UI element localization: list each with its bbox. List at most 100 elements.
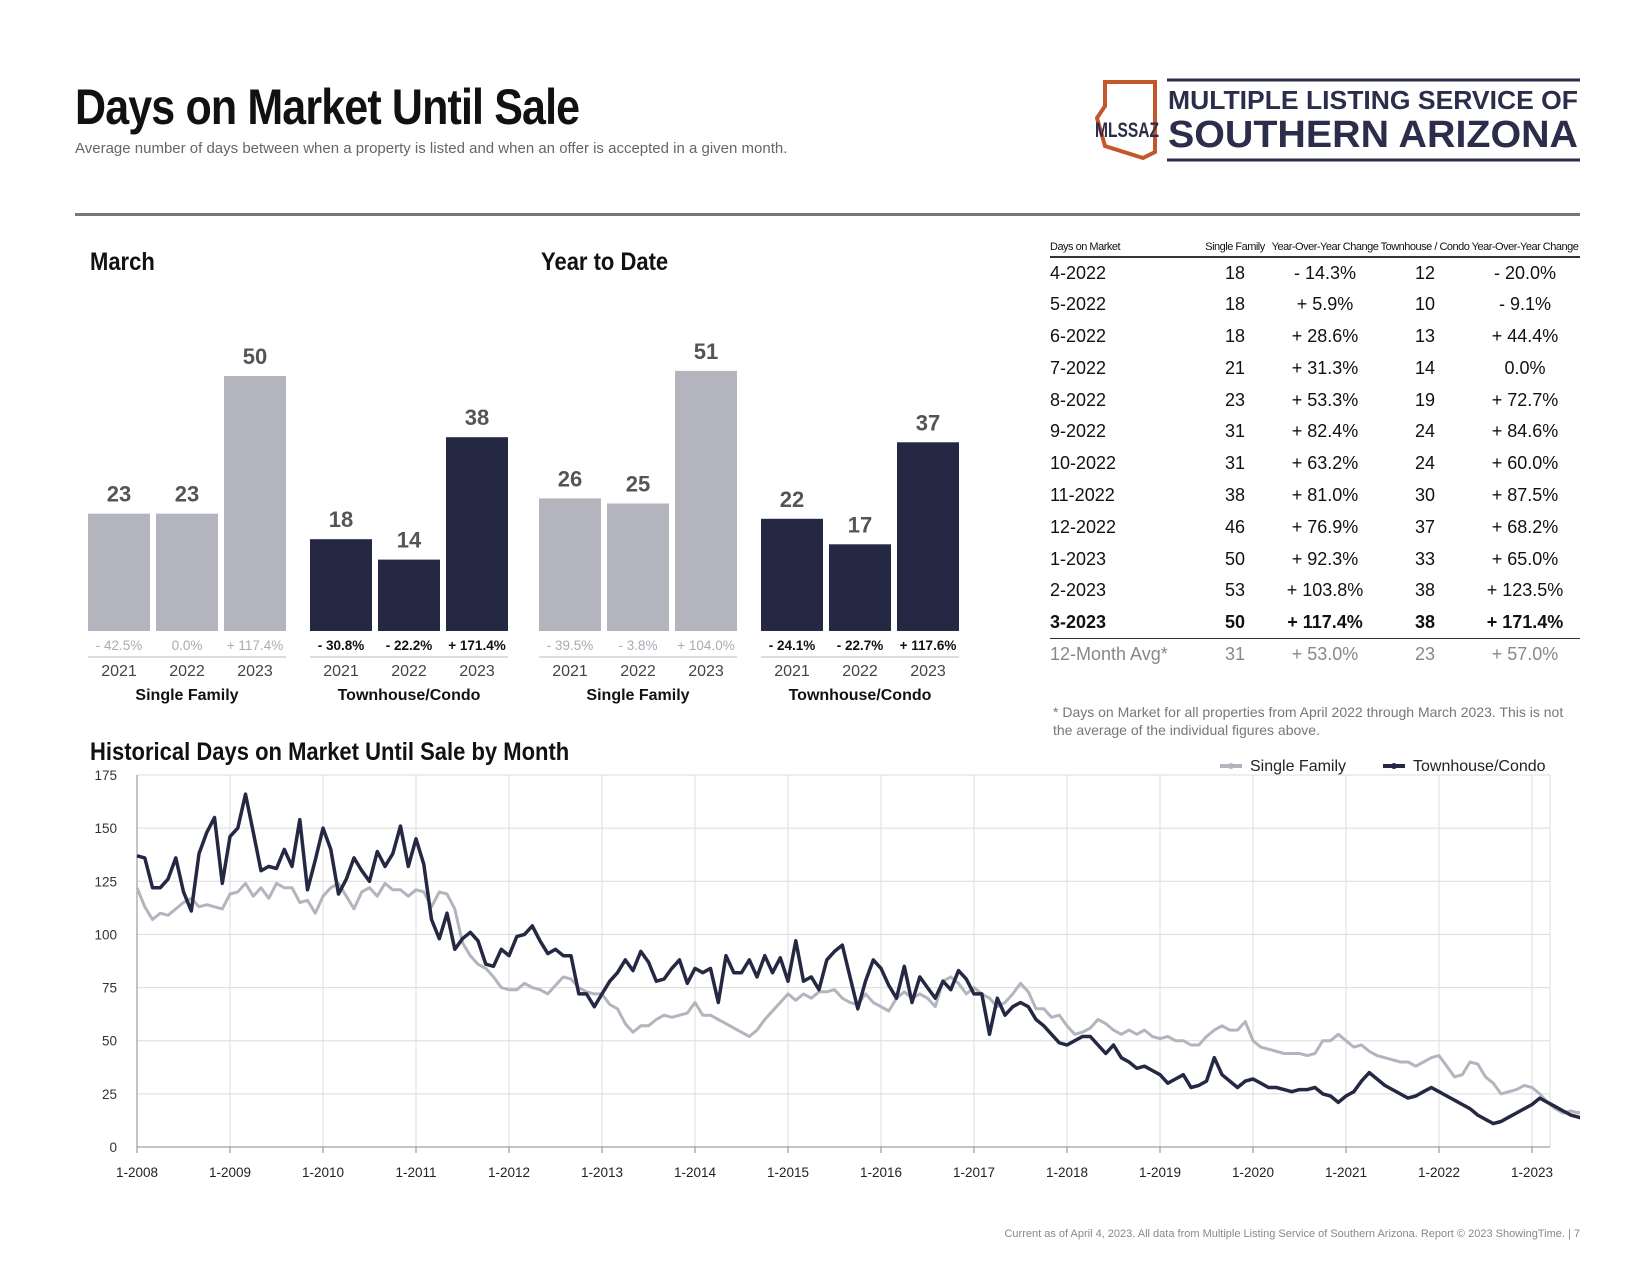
year-tick-label: 2022 — [842, 663, 878, 680]
table-header: Year-Over-Year Change — [1270, 240, 1380, 258]
change-label: - 3.8% — [618, 638, 657, 653]
x-tick-label: 1-2012 — [488, 1165, 530, 1180]
historical-line-chart: 0 25 50 75 100 125 150 175 1-2008 1-2009 1-2010 1-2… — [94, 758, 1580, 1180]
table-cell: + 103.8% — [1286, 580, 1364, 601]
table-cell: 33 — [1414, 548, 1436, 569]
table-cell: + 60.0% — [1491, 453, 1559, 474]
change-label: + 117.6% — [900, 638, 957, 653]
header-divider — [75, 213, 1580, 216]
x-tick-label: 1-2017 — [953, 1165, 995, 1180]
ytd-title: Year to Date — [541, 248, 669, 276]
table-cell: 18 — [1224, 325, 1246, 346]
change-label: + 117.4% — [227, 638, 283, 653]
table-cell: + 28.6% — [1291, 325, 1359, 346]
table-cell: 11-2022 — [1050, 484, 1115, 505]
x-tick-label: 1-2008 — [116, 1165, 158, 1180]
townhouse-line — [136, 792, 1580, 1126]
y-tick-label: 50 — [102, 1034, 117, 1049]
table-cell: - 9.1% — [1498, 294, 1552, 315]
bar-value-label: 25 — [626, 472, 650, 497]
bar — [310, 539, 372, 631]
table-row: 11-2022 38 + 81.0% 30 + 87.5% — [1050, 480, 1580, 512]
y-tick-label: 100 — [94, 927, 117, 942]
table-cell: + 72.7% — [1491, 389, 1559, 410]
year-tick-label: 2023 — [910, 663, 946, 680]
table-header: Days on Market — [1050, 240, 1200, 258]
table-cell: + 68.2% — [1491, 516, 1559, 537]
table-cell: 50 — [1200, 606, 1270, 640]
x-tick-label: 1-2023 — [1511, 1165, 1553, 1180]
table-cell: 38 — [1380, 606, 1470, 640]
logo-line1: MULTIPLE LISTING SERVICE OF — [1168, 85, 1578, 115]
table-cell: 19 — [1414, 389, 1436, 410]
change-label: - 42.5% — [96, 638, 143, 653]
table-cell: + 76.9% — [1291, 516, 1359, 537]
year-tick-label: 2022 — [620, 663, 656, 680]
mlssaz-logo: MLSSAZ MULTIPLE LISTING SERVICE OF SOUTH… — [1095, 78, 1580, 162]
table-cell: 14 — [1414, 357, 1436, 378]
y-tick-label: 0 — [109, 1140, 117, 1155]
table-cell: 12-2022 — [1050, 516, 1117, 537]
bar-value-label: 23 — [107, 482, 131, 507]
table-footnote: * Days on Market for all properties from… — [1053, 704, 1564, 738]
ytd-bar-chart: 26 - 39.5% 2021 25 - 3.8% 2022 51 + 104.0% 2023 S… — [539, 339, 959, 704]
logo-abbr: MLSSAZ — [1095, 119, 1159, 142]
y-tick-label: 175 — [94, 768, 117, 783]
bar — [446, 437, 508, 631]
table-cell: 3-2023 — [1050, 606, 1200, 640]
page-title: Days on Market Until Sale — [75, 79, 580, 135]
year-tick-label: 2023 — [237, 663, 273, 680]
table-row: 4-2022 18 - 14.3% 12 - 20.0% — [1050, 257, 1580, 289]
table-cell: 5-2022 — [1050, 294, 1107, 315]
table-cell: + 53.3% — [1291, 389, 1359, 410]
table-row: 9-2022 31 + 82.4% 24 + 84.6% — [1050, 416, 1580, 448]
table-cell: 18 — [1224, 294, 1246, 315]
table-cell: 1-2023 — [1050, 548, 1107, 569]
table-row: 2-2023 53 + 103.8% 38 + 123.5% — [1050, 575, 1580, 607]
table-cell: 24 — [1414, 421, 1436, 442]
table-row: 7-2022 21 + 31.3% 14 0.0% — [1050, 352, 1580, 384]
table-cell: 38 — [1224, 484, 1246, 505]
table-row: 12-2022 46 + 76.9% 37 + 68.2% — [1050, 511, 1580, 543]
historical-title: Historical Days on Market Until Sale by … — [90, 738, 570, 766]
table-row: 1-2023 50 + 92.3% 33 + 65.0% — [1050, 543, 1580, 575]
bar — [897, 442, 959, 631]
table-cell: + 57.0% — [1491, 644, 1559, 665]
y-tick-label: 125 — [94, 874, 117, 889]
table-cell: 21 — [1224, 357, 1246, 378]
change-label: - 22.7% — [837, 638, 884, 653]
table-cell: + 63.2% — [1291, 453, 1359, 474]
x-tick-label: 1-2015 — [767, 1165, 809, 1180]
logo-line2: SOUTHERN ARIZONA — [1168, 114, 1578, 156]
bar-value-label: 38 — [465, 405, 489, 430]
x-tick-label: 1-2018 — [1046, 1165, 1088, 1180]
table-cell: + 65.0% — [1491, 548, 1559, 569]
bar — [675, 370, 737, 631]
bar-value-label: 23 — [175, 482, 199, 507]
table-cell: 31 — [1224, 644, 1246, 665]
table-cell: 46 — [1224, 516, 1246, 537]
table-cell: 24 — [1414, 453, 1436, 474]
bar — [88, 513, 150, 631]
table-cell: - 14.3% — [1293, 262, 1357, 283]
table-cell: + 44.4% — [1491, 325, 1559, 346]
table-cell: 6-2022 — [1050, 325, 1107, 346]
table-header-row: Days on Market Single Family Year-Over-Y… — [1050, 240, 1580, 258]
table-cell: 18 — [1224, 262, 1246, 283]
change-label: - 30.8% — [318, 638, 365, 653]
table-cell: + 81.0% — [1291, 484, 1359, 505]
page-footer: Current as of April 4, 2023. All data fr… — [1004, 1228, 1580, 1240]
year-tick-label: 2022 — [169, 663, 205, 680]
x-tick-label: 1-2021 — [1325, 1165, 1367, 1180]
table-row: 6-2022 18 + 28.6% 13 + 44.4% — [1050, 321, 1580, 353]
x-tick-label: 1-2016 — [860, 1165, 902, 1180]
table-cell: + 123.5% — [1486, 580, 1564, 601]
bar-value-label: 17 — [848, 512, 872, 537]
x-tick-label: 1-2022 — [1418, 1165, 1460, 1180]
year-tick-label: 2023 — [459, 663, 495, 680]
bar — [829, 544, 891, 631]
table-cell: 31 — [1224, 453, 1246, 474]
year-tick-label: 2022 — [391, 663, 427, 680]
change-label: - 22.2% — [386, 638, 433, 653]
table-row: 8-2022 23 + 53.3% 19 + 72.7% — [1050, 384, 1580, 416]
